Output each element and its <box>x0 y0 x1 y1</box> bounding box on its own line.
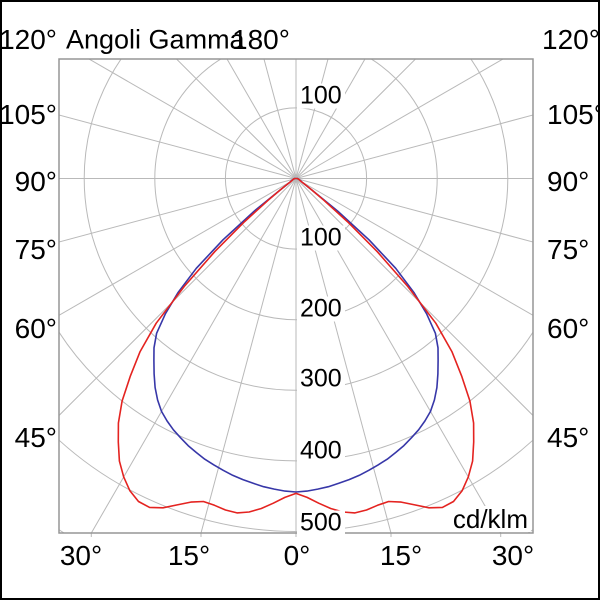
radial-tick-100-upper: 100 <box>297 83 345 109</box>
radial-tick-100: 100 <box>297 225 345 251</box>
gamma-label-45-left: 45° <box>14 422 57 453</box>
gamma-label-75-left: 75° <box>14 234 57 265</box>
gamma-label-75-right: 75° <box>547 234 590 265</box>
gamma-label-30-bottom-left: 30° <box>59 540 103 571</box>
chart-title: Angoli Gamma <box>66 24 245 55</box>
radial-tick-200: 200 <box>297 296 345 322</box>
radial-tick-400: 400 <box>297 438 345 464</box>
unit-label: cd/klm <box>449 506 531 532</box>
gamma-label-60-left: 60° <box>14 313 57 344</box>
gamma-label-60-right: 60° <box>547 313 590 344</box>
gamma-label-120-top-left: 120° <box>0 24 57 55</box>
radial-tick-300: 300 <box>297 366 345 392</box>
gamma-label-90-left: 90° <box>14 166 57 197</box>
gamma-label-15-bottom-left: 15° <box>167 540 211 571</box>
gamma-label-15-bottom-right: 15° <box>379 540 423 571</box>
gamma-label-90-right: 90° <box>547 166 590 197</box>
gamma-label-180-top: 180° <box>232 24 290 55</box>
gamma-label-0-bottom: 0° <box>283 540 311 571</box>
gamma-label-30-bottom-right: 30° <box>491 540 535 571</box>
radial-tick-500: 500 <box>297 510 345 536</box>
gamma-label-105-left: 105° <box>0 99 57 130</box>
gamma-label-120-top-right: 120° <box>542 24 600 55</box>
gamma-label-45-right: 45° <box>547 422 590 453</box>
gamma-label-105-right: 105° <box>547 99 600 130</box>
